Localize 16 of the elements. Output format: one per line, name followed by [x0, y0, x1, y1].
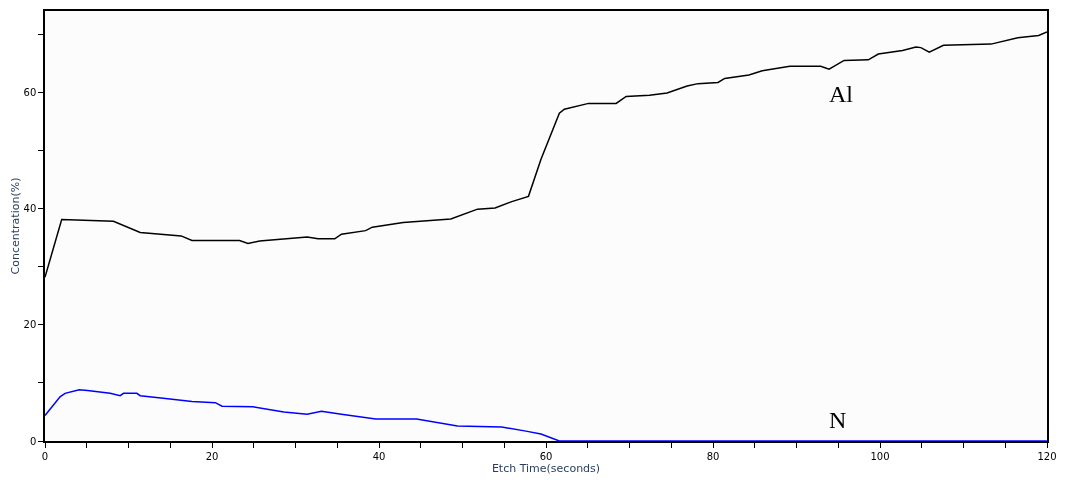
y-tick-label: 40 [23, 203, 37, 215]
series-label: Al [829, 81, 854, 107]
y-tick-label: 0 [29, 435, 37, 447]
x-tick-label: 80 [706, 450, 720, 462]
y-tick-label: 60 [23, 86, 37, 98]
x-tick-label: 100 [870, 450, 890, 462]
x-tick-label: 0 [41, 450, 49, 462]
y-tick-label: 20 [23, 319, 37, 331]
series-label: N [829, 407, 847, 433]
x-tick-label: 40 [372, 450, 386, 462]
x-axis-title: Etch Time(seconds) [491, 461, 601, 475]
line-series [45, 389, 1047, 441]
y-axis-title: Concentration(%) [8, 177, 22, 275]
x-tick-label: 20 [205, 450, 219, 462]
x-tick-label: 60 [539, 450, 553, 462]
x-tick-label: 120 [1037, 450, 1057, 462]
